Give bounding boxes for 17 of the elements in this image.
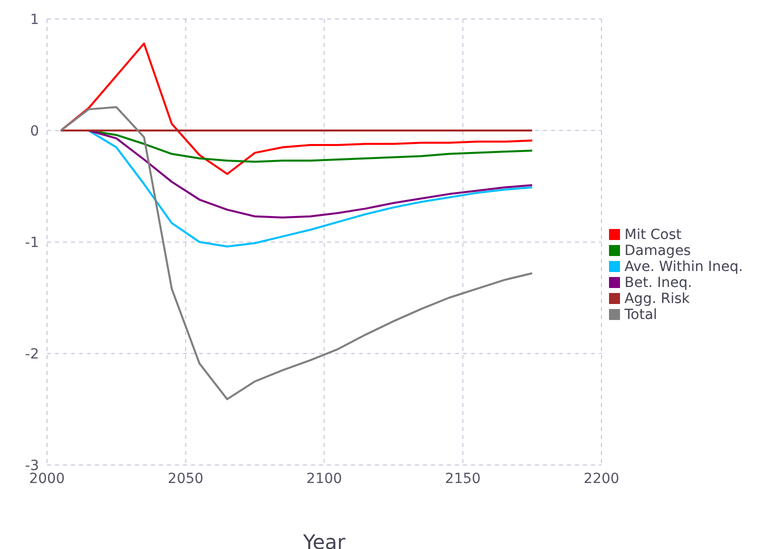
- x-axis-title: Year: [302, 530, 346, 549]
- line-series: [60, 106, 534, 400]
- legend-label: Mit Cost: [624, 226, 682, 242]
- y-tick-label: -1: [25, 234, 39, 251]
- legend-label: Bet. Ineq.: [624, 274, 692, 290]
- x-tick-label: 2150: [445, 470, 481, 487]
- legend-label: Ave. Within Ineq.: [624, 258, 743, 274]
- x-tick-label: 2050: [168, 470, 204, 487]
- legend-label: Total: [624, 306, 658, 322]
- legend-label: Damages: [624, 242, 691, 258]
- y-tick-label: 0: [30, 123, 39, 140]
- y-tick-label: 1: [30, 12, 39, 28]
- x-tick-label: 2100: [306, 470, 342, 487]
- x-tick-label: 2200: [584, 470, 620, 487]
- legend-label: Agg. Risk: [624, 290, 690, 306]
- y-tick-label: -2: [25, 346, 39, 362]
- line-series: [60, 42, 534, 175]
